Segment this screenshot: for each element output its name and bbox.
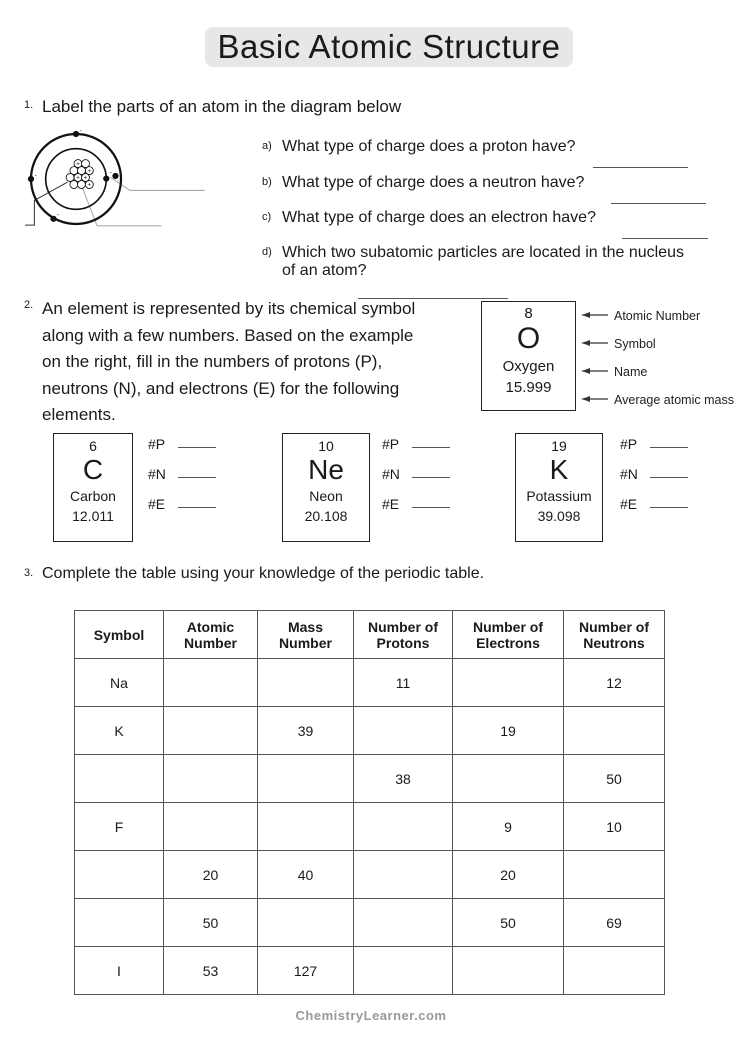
svg-text:Average atomic mass: Average atomic mass — [614, 393, 734, 407]
svg-text:+: + — [88, 183, 92, 189]
svg-text:Name: Name — [614, 365, 647, 379]
svg-text:-: - — [57, 212, 59, 219]
svg-text:Symbol: Symbol — [614, 337, 656, 351]
svg-text:-: - — [110, 170, 112, 177]
svg-text:-: - — [118, 167, 120, 174]
svg-text:-: - — [79, 128, 81, 135]
svg-text:-: - — [34, 172, 36, 179]
svg-text:Atomic Number: Atomic Number — [614, 309, 700, 323]
svg-text:+: + — [88, 169, 92, 175]
